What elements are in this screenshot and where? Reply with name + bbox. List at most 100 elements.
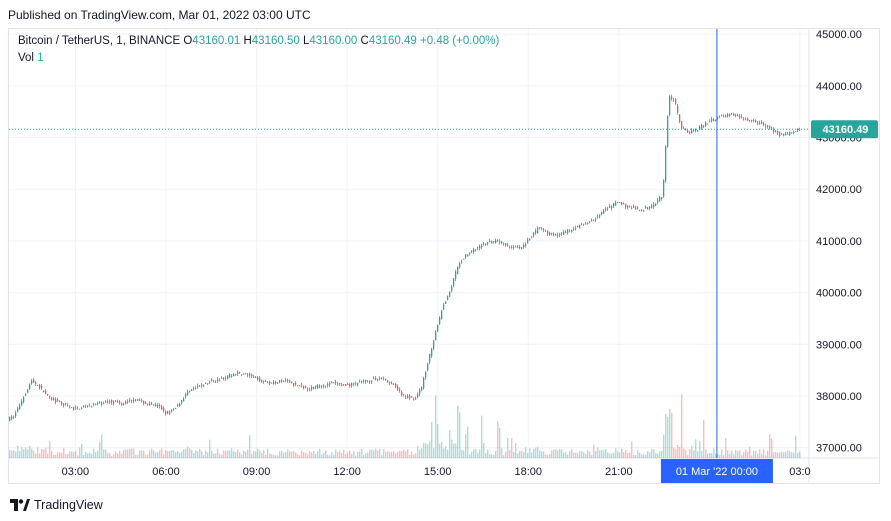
volume-bar (631, 441, 633, 458)
symbol-title[interactable]: Bitcoin / TetherUS, 1, BINANCE (18, 35, 181, 47)
candle-body (433, 340, 435, 349)
volume-bar (295, 452, 297, 458)
volume-bar (417, 446, 419, 458)
volume-bar (635, 455, 637, 458)
candle-body (669, 96, 671, 115)
volume-bar (795, 436, 797, 458)
candle-body (161, 406, 163, 410)
candle-body (323, 385, 325, 387)
volume-bars (9, 394, 801, 458)
candle-body (611, 206, 613, 209)
candle-body (281, 380, 283, 382)
volume-bar (171, 450, 173, 458)
candle-body (765, 125, 767, 127)
candle-body (87, 405, 89, 408)
volume-bar (579, 450, 581, 458)
volume-bar (495, 450, 497, 458)
candle-body (79, 408, 81, 410)
candle-body (789, 131, 791, 135)
candle-body (439, 317, 441, 325)
candle-body (503, 244, 505, 246)
volume-bar (445, 446, 447, 458)
candle-body (191, 389, 193, 391)
volume-bar (347, 452, 349, 458)
candle-body (747, 118, 749, 121)
candle-body (153, 404, 155, 406)
volume-bar (761, 454, 763, 458)
candle-body (511, 247, 513, 249)
candle-body (251, 374, 253, 377)
volume-bar (149, 450, 151, 458)
volume-bar (85, 452, 87, 458)
candle-body (445, 301, 447, 304)
candle-body (635, 207, 637, 209)
candle-body (467, 254, 469, 257)
volume-bar (561, 449, 563, 458)
grid-lines (9, 29, 809, 458)
volume-bar (609, 453, 611, 458)
candle-body (43, 390, 45, 393)
volume-bar (317, 451, 319, 458)
volume-bar (73, 452, 75, 458)
footer-brand[interactable]: TradingView (34, 498, 103, 512)
volume-bar (353, 451, 355, 458)
candle-body (675, 99, 677, 104)
volume-bar (49, 441, 51, 458)
candle-body (205, 382, 207, 384)
volume-bar (781, 451, 783, 458)
volume-bar (667, 416, 669, 458)
volume-bar (385, 451, 387, 458)
volume-bar (501, 448, 503, 458)
volume-bar (333, 454, 335, 458)
tradingview-logo-icon[interactable] (10, 499, 30, 511)
volume-bar (135, 454, 137, 458)
candle-body (709, 121, 711, 123)
volume-bar (691, 445, 693, 458)
candle-body (405, 396, 407, 398)
volume-bar (271, 454, 273, 458)
candle-body (349, 383, 351, 387)
volume-bar (587, 449, 589, 458)
volume-bar (583, 452, 585, 458)
candle-body (107, 400, 109, 403)
candle-body (351, 383, 353, 386)
candle-body (515, 246, 517, 248)
chart-frame[interactable] (8, 28, 880, 484)
candle-body (77, 407, 79, 409)
candle-body (197, 385, 199, 388)
volume-bar (739, 450, 741, 458)
candle-body (23, 397, 25, 403)
candle-body (385, 379, 387, 381)
candle-body (447, 296, 449, 300)
time-tick-label: 03:0 (789, 466, 810, 478)
candle-body (143, 400, 145, 404)
candle-body (63, 403, 65, 406)
candle-body (493, 241, 495, 242)
volume-bar (217, 448, 219, 458)
volume-bar (189, 448, 191, 458)
candle-body (305, 386, 307, 388)
candle-body (25, 394, 27, 396)
candle-body (51, 397, 53, 401)
candle-body (561, 232, 563, 234)
candle-body (343, 384, 345, 385)
volume-bar (307, 454, 309, 458)
volume-bar (319, 448, 321, 458)
volume-bar (677, 444, 679, 458)
volume-bar (787, 450, 789, 458)
last-price-label: 43160.49 (823, 124, 869, 136)
volume-bar (79, 447, 81, 458)
volume-bar (303, 451, 305, 458)
candle-body (189, 390, 191, 392)
candle-body (569, 230, 571, 232)
candle-body (389, 381, 391, 383)
volume-bar (123, 449, 125, 458)
volume-bar (95, 452, 97, 458)
volume-bar (99, 441, 101, 458)
candle-body (35, 382, 37, 385)
volume-bar (457, 405, 459, 458)
volume-label[interactable]: Vol (18, 52, 34, 64)
volume-bar (21, 447, 23, 458)
volume-bar (139, 450, 141, 458)
